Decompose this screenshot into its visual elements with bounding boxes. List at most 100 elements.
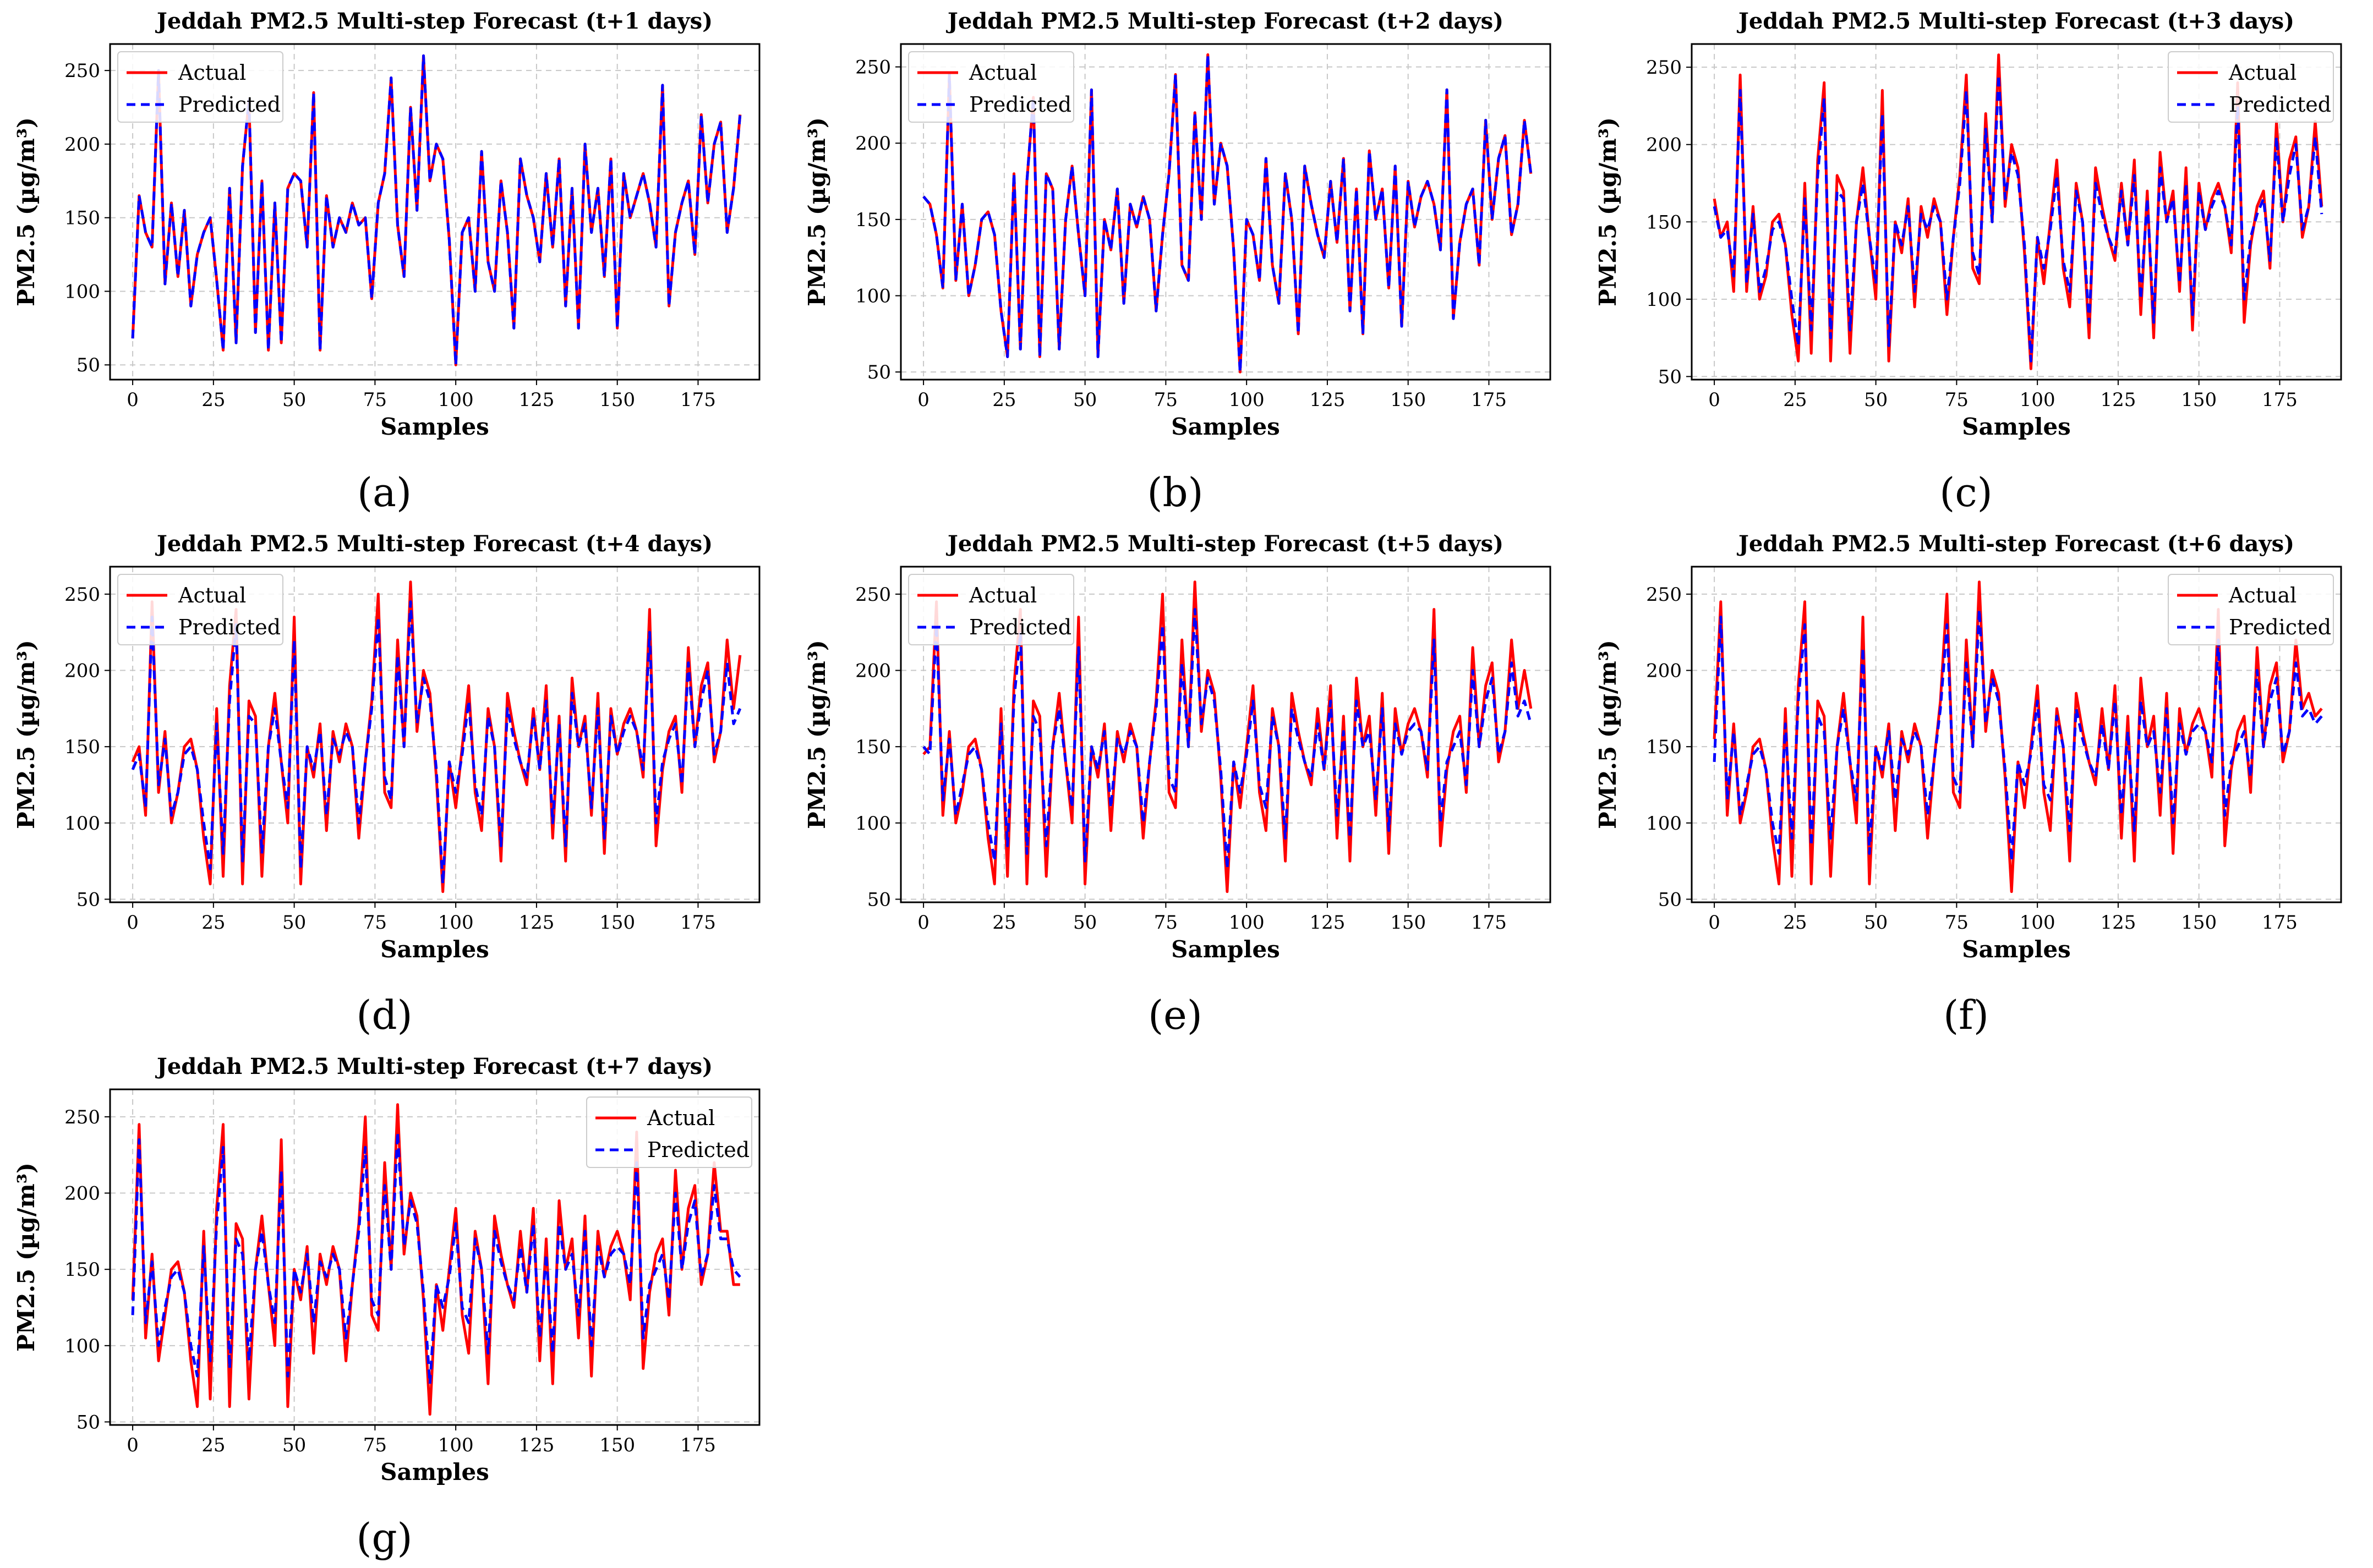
y-tick-label: 150: [855, 736, 891, 758]
x-tick-label: 175: [2262, 389, 2298, 411]
legend-label-predicted: Predicted: [969, 615, 1071, 639]
series-line-predicted: [131, 54, 742, 366]
x-tick-label: 150: [599, 912, 635, 934]
y-tick-label: 50: [867, 361, 891, 383]
y-axis-label: PM2.5 (µg/m³): [803, 117, 830, 306]
y-tick-label: 200: [64, 660, 100, 682]
x-axis-label: Samples: [1962, 936, 2071, 963]
series-line-predicted: [922, 608, 1533, 870]
x-tick-label: 25: [992, 389, 1016, 411]
x-tick-label: 100: [438, 912, 474, 934]
x-tick-label: 0: [127, 389, 139, 411]
legend: Actual Predicted: [586, 1096, 752, 1168]
series-line-predicted: [1713, 608, 2323, 863]
y-tick-label: 150: [1646, 736, 1682, 758]
grid: [110, 567, 759, 902]
legend: Actual Predicted: [117, 51, 283, 123]
x-tick-label: 75: [363, 1434, 387, 1456]
legend: Actual Predicted: [908, 51, 1074, 123]
chart-svg: Jeddah PM2.5 Multi-step Forecast (t+1 da…: [13, 8, 761, 516]
x-tick-label: 150: [1390, 389, 1426, 411]
chart-title: Jeddah PM2.5 Multi-step Forecast (t+4 da…: [155, 531, 713, 557]
y-tick-label: 200: [1646, 134, 1682, 156]
panel-label: (e): [1148, 992, 1202, 1038]
x-tick-label: 150: [599, 389, 635, 411]
x-tick-label: 50: [282, 912, 306, 934]
y-tick-label: 250: [64, 1106, 100, 1128]
y-tick-label: 100: [64, 281, 100, 303]
x-tick-label: 175: [680, 912, 716, 934]
chart-title: Jeddah PM2.5 Multi-step Forecast (t+1 da…: [155, 8, 713, 34]
panel-label: (c): [1939, 469, 1993, 516]
x-tick-label: 25: [201, 389, 225, 411]
chart-svg: Jeddah PM2.5 Multi-step Forecast (t+7 da…: [13, 1054, 761, 1561]
x-tick-label: 75: [363, 912, 387, 934]
y-tick-label: 200: [855, 133, 891, 155]
x-tick-label: 175: [1471, 912, 1507, 934]
x-tick-label: 0: [1708, 389, 1720, 411]
x-tick-label: 50: [1864, 912, 1888, 934]
x-tick-label: 100: [438, 389, 474, 411]
y-tick-label: 150: [64, 207, 100, 229]
legend: Actual Predicted: [2168, 574, 2334, 645]
chart-svg: Jeddah PM2.5 Multi-step Forecast (t+6 da…: [1594, 531, 2342, 1038]
y-axis-label: PM2.5 (µg/m³): [13, 1163, 40, 1352]
y-tick-label: 250: [64, 584, 100, 606]
x-tick-label: 150: [2181, 912, 2217, 934]
x-tick-label: 175: [680, 1434, 716, 1456]
y-tick-label: 50: [76, 1411, 100, 1433]
x-tick-label: 125: [1309, 389, 1345, 411]
x-tick-label: 175: [1471, 389, 1507, 411]
x-tick-label: 125: [1309, 912, 1345, 934]
x-tick-label: 0: [917, 389, 929, 411]
y-axis-label: PM2.5 (µg/m³): [803, 640, 830, 829]
x-tick-label: 50: [1073, 389, 1097, 411]
chart-panel-f: Jeddah PM2.5 Multi-step Forecast (t+6 da…: [1582, 523, 2372, 1045]
panel-label: (f): [1943, 992, 1989, 1038]
y-tick-label: 50: [867, 889, 891, 911]
x-axis-label: Samples: [1171, 936, 1280, 963]
x-tick-label: 75: [363, 389, 387, 411]
plot-frame: [109, 43, 761, 381]
y-tick-label: 200: [1646, 660, 1682, 682]
chart-panel-c: Jeddah PM2.5 Multi-step Forecast (t+3 da…: [1582, 0, 2372, 523]
y-axis-label: PM2.5 (µg/m³): [1594, 117, 1621, 306]
x-tick-label: 125: [2100, 912, 2136, 934]
grid: [1692, 567, 2341, 902]
legend-label-actual: Actual: [178, 583, 246, 607]
x-tick-label: 25: [1783, 912, 1807, 934]
y-tick-label: 100: [64, 1335, 100, 1357]
plot-frame: [1691, 566, 2342, 903]
plot-frame: [1691, 43, 2342, 381]
legend-label-predicted: Predicted: [2229, 615, 2331, 639]
chart-title: Jeddah PM2.5 Multi-step Forecast (t+5 da…: [946, 531, 1503, 557]
x-tick-label: 25: [1783, 389, 1807, 411]
legend-label-actual: Actual: [2228, 583, 2297, 607]
series-line-predicted: [131, 1131, 741, 1385]
y-tick-label: 200: [855, 660, 891, 682]
x-tick-label: 75: [1154, 912, 1178, 934]
series-line-actual: [131, 1103, 740, 1416]
chart-svg: Jeddah PM2.5 Multi-step Forecast (t+5 da…: [803, 531, 1551, 1038]
x-tick-label: 100: [1229, 389, 1265, 411]
panel-label: (g): [356, 1515, 412, 1561]
chart-panel-d: Jeddah PM2.5 Multi-step Forecast (t+4 da…: [0, 523, 791, 1045]
y-tick-label: 100: [855, 813, 891, 835]
legend-label-actual: Actual: [647, 1106, 715, 1130]
plot-frame: [900, 43, 1551, 381]
x-tick-label: 125: [518, 912, 554, 934]
legend-label-predicted: Predicted: [178, 92, 281, 117]
chart-title: Jeddah PM2.5 Multi-step Forecast (t+2 da…: [946, 8, 1503, 34]
x-tick-label: 100: [1229, 912, 1265, 934]
x-tick-label: 125: [518, 389, 554, 411]
legend: Actual Predicted: [908, 574, 1074, 645]
chart-panel-b: Jeddah PM2.5 Multi-step Forecast (t+2 da…: [791, 0, 1582, 523]
x-tick-label: 0: [1708, 912, 1720, 934]
x-tick-label: 25: [201, 1434, 225, 1456]
y-axis-label: PM2.5 (µg/m³): [13, 117, 40, 306]
x-tick-label: 100: [2020, 912, 2055, 934]
y-tick-label: 150: [64, 1259, 100, 1281]
plot-frame: [900, 566, 1551, 903]
y-tick-label: 150: [855, 209, 891, 231]
